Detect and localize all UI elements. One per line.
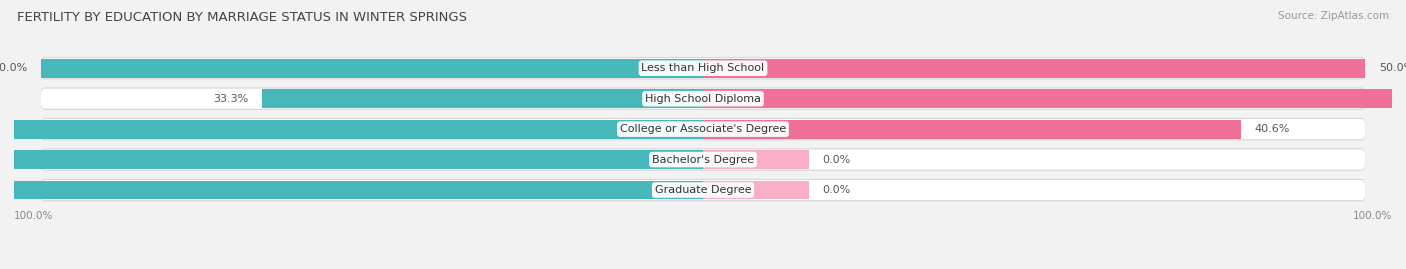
FancyBboxPatch shape: [41, 180, 1365, 200]
Text: Less than High School: Less than High School: [641, 63, 765, 73]
FancyBboxPatch shape: [41, 150, 1365, 170]
Bar: [703, 89, 1406, 108]
Bar: [41, 59, 703, 78]
Text: FERTILITY BY EDUCATION BY MARRIAGE STATUS IN WINTER SPRINGS: FERTILITY BY EDUCATION BY MARRIAGE STATU…: [17, 11, 467, 24]
Text: Bachelor's Degree: Bachelor's Degree: [652, 155, 754, 165]
FancyBboxPatch shape: [41, 119, 1365, 139]
Legend: Married, Unmarried: Married, Unmarried: [620, 266, 786, 269]
Bar: [0, 180, 703, 200]
FancyBboxPatch shape: [41, 148, 1365, 171]
Text: 0.0%: 0.0%: [823, 185, 851, 195]
Text: 33.3%: 33.3%: [214, 94, 249, 104]
FancyBboxPatch shape: [41, 89, 1365, 109]
FancyBboxPatch shape: [41, 57, 1365, 79]
Text: 100.0%: 100.0%: [1353, 211, 1392, 221]
Bar: [0, 120, 703, 139]
Text: Source: ZipAtlas.com: Source: ZipAtlas.com: [1278, 11, 1389, 21]
FancyBboxPatch shape: [41, 87, 1365, 110]
FancyBboxPatch shape: [41, 118, 1365, 140]
Text: Graduate Degree: Graduate Degree: [655, 185, 751, 195]
Text: College or Associate's Degree: College or Associate's Degree: [620, 124, 786, 134]
FancyBboxPatch shape: [41, 58, 1365, 78]
FancyBboxPatch shape: [41, 179, 1365, 201]
Bar: [703, 120, 1241, 139]
Text: 50.0%: 50.0%: [0, 63, 27, 73]
Bar: [703, 59, 1365, 78]
Bar: [703, 150, 808, 169]
Bar: [703, 180, 808, 200]
Text: 40.6%: 40.6%: [1254, 124, 1289, 134]
Text: 0.0%: 0.0%: [823, 155, 851, 165]
Text: 50.0%: 50.0%: [1379, 63, 1406, 73]
Bar: [262, 89, 703, 108]
Text: High School Diploma: High School Diploma: [645, 94, 761, 104]
Bar: [0, 150, 703, 169]
Text: 100.0%: 100.0%: [14, 211, 53, 221]
